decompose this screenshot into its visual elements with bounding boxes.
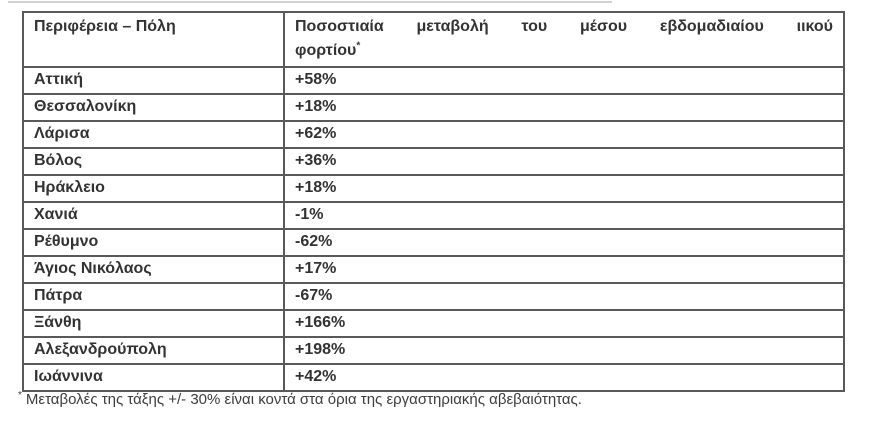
table-row: Άγιος Νικόλαος +17%	[22, 255, 845, 284]
header-percent-change-line1: Ποσοστιαία μεταβολή του μέσου εβδομαδιαί…	[295, 18, 833, 35]
change-cell: +198%	[283, 336, 845, 365]
footnote-text: Μεταβολές της τάξης +/- 30% είναι κοντά …	[25, 391, 582, 408]
table-row: Βόλος +36%	[22, 147, 845, 176]
region-cell: Πάτρα	[22, 282, 285, 311]
region-cell: Άγιος Νικόλαος	[22, 255, 285, 284]
region-cell: Βόλος	[22, 147, 285, 176]
footnote: * Μεταβολές της τάξης +/- 30% είναι κοντά…	[18, 390, 858, 410]
table-row: Ρέθυμνο -62%	[22, 228, 845, 257]
table-row: Ιωάννινα +42%	[22, 363, 845, 392]
table-row: Ηράκλειο +18%	[22, 174, 845, 203]
table-row: Αττική +58%	[22, 66, 845, 95]
region-cell: Ηράκλειο	[22, 174, 285, 203]
change-cell: -1%	[283, 201, 845, 230]
region-cell: Χανιά	[22, 201, 285, 230]
region-cell: Ρέθυμνο	[22, 228, 285, 257]
table-row: Θεσσαλονίκη +18%	[22, 93, 845, 122]
region-cell: Αττική	[22, 66, 285, 95]
table-row: Ξάνθη +166%	[22, 309, 845, 338]
header-region-city: Περιφέρεια – Πόλη	[22, 11, 285, 68]
header-percent-change-line2: φορτίου*	[295, 39, 833, 63]
header-percent-change-word: φορτίου	[295, 42, 357, 59]
top-edge-artifact-line	[8, 1, 612, 3]
table-row: Πάτρα -67%	[22, 282, 845, 311]
table-row: Αλεξανδρούπολη +198%	[22, 336, 845, 365]
change-cell: +18%	[283, 174, 845, 203]
region-cell: Αλεξανδρούπολη	[22, 336, 285, 365]
change-cell: +58%	[283, 66, 845, 95]
header-percent-change: Ποσοστιαία μεταβολή του μέσου εβδομαδιαί…	[283, 11, 845, 68]
region-cell: Ιωάννινα	[22, 363, 285, 392]
change-cell: +42%	[283, 363, 845, 392]
table-header-row: Περιφέρεια – Πόλη Ποσοστιαία μεταβολή το…	[22, 11, 845, 68]
region-cell: Ξάνθη	[22, 309, 285, 338]
change-cell: +62%	[283, 120, 845, 149]
table-row: Χανιά -1%	[22, 201, 845, 230]
header-footnote-marker: *	[356, 40, 361, 52]
change-cell: -67%	[283, 282, 845, 311]
viral-load-table: Περιφέρεια – Πόλη Ποσοστιαία μεταβολή το…	[22, 11, 845, 392]
change-cell: -62%	[283, 228, 845, 257]
region-cell: Λάρισα	[22, 120, 285, 149]
footnote-marker: *	[18, 390, 22, 401]
change-cell: +17%	[283, 255, 845, 284]
change-cell: +18%	[283, 93, 845, 122]
region-cell: Θεσσαλονίκη	[22, 93, 285, 122]
change-cell: +36%	[283, 147, 845, 176]
table-row: Λάρισα +62%	[22, 120, 845, 149]
change-cell: +166%	[283, 309, 845, 338]
